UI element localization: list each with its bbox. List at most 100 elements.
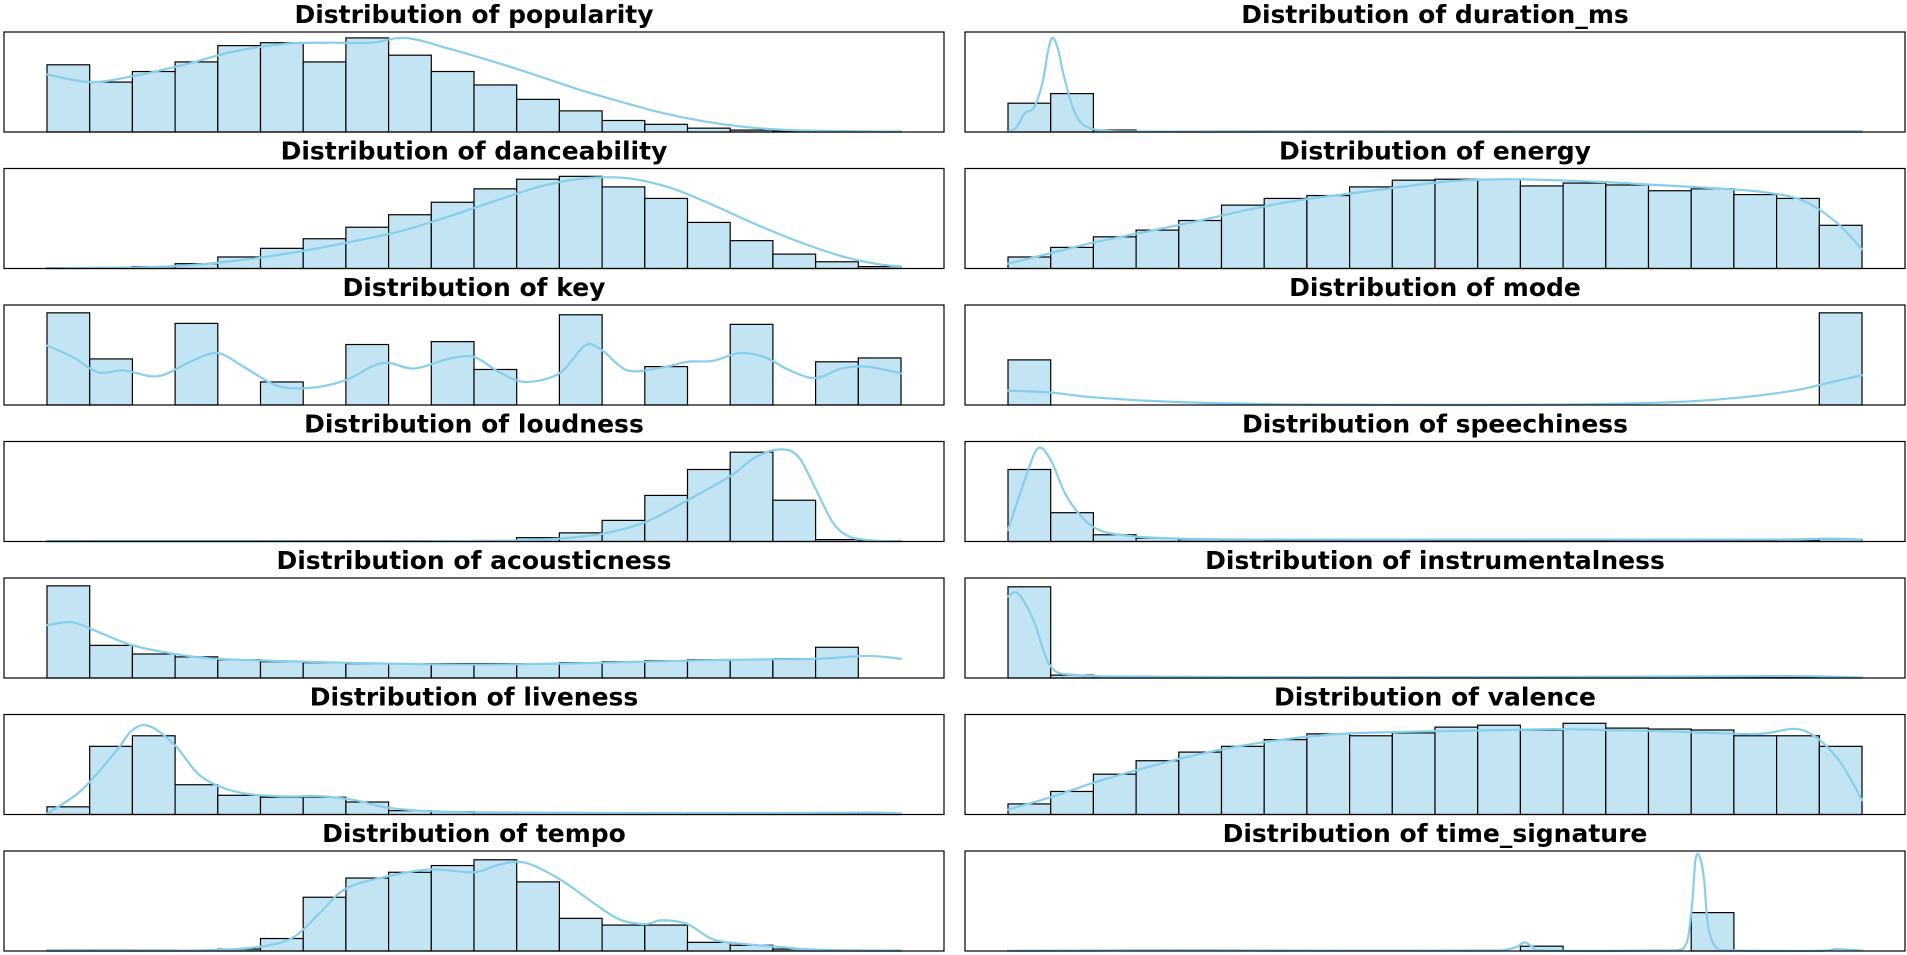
- histogram-bar: [1690, 188, 1735, 270]
- kde-curve: [1006, 591, 1864, 679]
- histogram-bar: [1477, 178, 1521, 270]
- kde-curve: [1006, 727, 1864, 811]
- histogram-bars: [46, 312, 902, 406]
- histogram-bar: [302, 61, 347, 133]
- chart-title: Distribution of energy: [1279, 137, 1591, 166]
- histogram-bar: [1263, 739, 1308, 816]
- histogram-bar: [345, 37, 390, 133]
- histogram-bar: [1178, 751, 1223, 816]
- histogram-bars: [46, 859, 902, 952]
- histogram-bar: [345, 662, 390, 679]
- histogram-bar: [1391, 732, 1436, 816]
- histogram-bar: [729, 240, 774, 270]
- chart-popularity: Distribution of popularity: [3, 0, 945, 133]
- histogram-bar: [430, 70, 475, 133]
- histogram-bar: [558, 314, 603, 406]
- axes-frame: [964, 577, 1906, 679]
- kde-curve: [45, 621, 903, 666]
- histogram-bar: [89, 644, 133, 679]
- kde-curve: [1006, 374, 1864, 407]
- histogram-bar: [644, 123, 689, 133]
- histogram-bar: [686, 221, 731, 270]
- histogram-bar: [1220, 204, 1265, 270]
- histogram-bar: [430, 662, 475, 679]
- histogram-bar: [516, 662, 561, 679]
- histogram-bar: [46, 312, 91, 406]
- axes-frame: [964, 167, 1906, 270]
- histogram-bar: [217, 794, 262, 816]
- histogram-bar: [1647, 190, 1692, 270]
- histogram-bar: [729, 659, 774, 679]
- kde-curve: [45, 860, 903, 953]
- chart-title: Distribution of speechiness: [1242, 410, 1628, 439]
- chart-title: Distribution of time_signature: [1223, 819, 1648, 848]
- histogram-bar: [601, 661, 646, 679]
- histogram-bar: [174, 656, 219, 679]
- histogram-bar: [1647, 728, 1692, 816]
- histogram-bar: [89, 358, 133, 406]
- histogram-bar: [1519, 185, 1564, 270]
- kde-curve: [1006, 178, 1864, 265]
- histogram-bar: [1434, 178, 1479, 270]
- chart-energy: Distribution of energy: [964, 137, 1906, 270]
- histogram-bars: [1007, 722, 1863, 816]
- histogram-bar: [601, 924, 646, 952]
- histogram-bar: [1434, 726, 1479, 816]
- histogram-bar: [686, 659, 731, 679]
- histogram-bars: [46, 37, 902, 133]
- chart-title: Distribution of acousticness: [276, 546, 671, 575]
- axes-frame: [964, 713, 1906, 816]
- chart-danceability: Distribution of danceability: [3, 137, 945, 270]
- histogram-bars: [1007, 312, 1863, 406]
- histogram-bar: [1306, 194, 1351, 270]
- histogram-bar: [473, 368, 518, 406]
- histogram-bars: [1007, 586, 1863, 679]
- histogram-bar: [259, 661, 304, 679]
- histogram-bar: [1007, 586, 1052, 679]
- kde-curve: [45, 723, 903, 815]
- kde-curve: [1006, 36, 1864, 134]
- histogram-bar: [1605, 184, 1650, 270]
- histogram-bar: [131, 735, 176, 816]
- histogram-bars: [1007, 178, 1863, 270]
- histogram-bar: [1690, 729, 1735, 816]
- histogram-bar: [601, 119, 646, 133]
- histogram-bar: [1050, 92, 1094, 133]
- histogram-bar: [1775, 197, 1820, 270]
- histogram-bars: [46, 735, 902, 816]
- histogram-bar: [1775, 735, 1820, 816]
- histogram-bar: [388, 54, 432, 133]
- histogram-bar: [1050, 512, 1094, 543]
- histogram-bar: [345, 226, 390, 270]
- histogram-bars: [1519, 911, 1735, 952]
- histogram-bar: [814, 261, 859, 270]
- histogram-bar: [1690, 911, 1735, 952]
- histogram-bar: [46, 585, 91, 679]
- histogram-bar: [430, 864, 475, 952]
- axes-frame: [964, 31, 1906, 133]
- histogram-bar: [1733, 735, 1778, 816]
- histogram-bar: [388, 871, 432, 952]
- chart-title: Distribution of liveness: [310, 683, 639, 712]
- histogram-bar: [473, 662, 518, 679]
- histogram-bar: [259, 42, 304, 133]
- chart-title: Distribution of popularity: [294, 0, 653, 29]
- histogram-bar: [259, 381, 304, 406]
- histogram-bar: [345, 877, 390, 952]
- histogram-bar: [857, 357, 902, 406]
- histogram-bar: [174, 322, 219, 406]
- histogram-bar: [1605, 727, 1650, 816]
- axes-frame: [3, 577, 945, 679]
- chart-title: Distribution of mode: [1289, 273, 1581, 302]
- kde-curve: [1006, 446, 1864, 541]
- axes-frame: [3, 31, 945, 133]
- histogram-bar: [1007, 468, 1052, 543]
- histogram-bar: [1818, 312, 1863, 406]
- histogram-bar: [729, 323, 774, 406]
- histogram-bar: [686, 941, 731, 952]
- histogram-bar: [644, 366, 689, 406]
- chart-title: Distribution of instrumentalness: [1205, 546, 1665, 575]
- histogram-bar: [516, 881, 561, 952]
- histogram-bar: [1220, 745, 1265, 816]
